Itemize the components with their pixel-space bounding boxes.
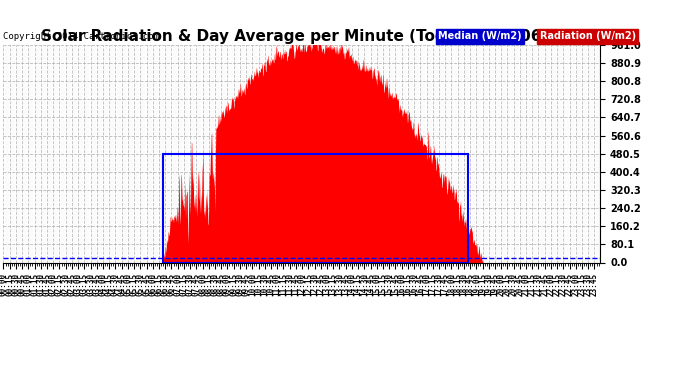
Text: Radiation (W/m2): Radiation (W/m2) bbox=[540, 32, 635, 41]
Text: Median (W/m2): Median (W/m2) bbox=[438, 32, 522, 41]
Title: Solar Radiation & Day Average per Minute (Today) 20140617: Solar Radiation & Day Average per Minute… bbox=[41, 29, 562, 44]
Text: Copyright 2014 Cartronics.com: Copyright 2014 Cartronics.com bbox=[3, 32, 159, 41]
Bar bbox=[163, 154, 468, 262]
